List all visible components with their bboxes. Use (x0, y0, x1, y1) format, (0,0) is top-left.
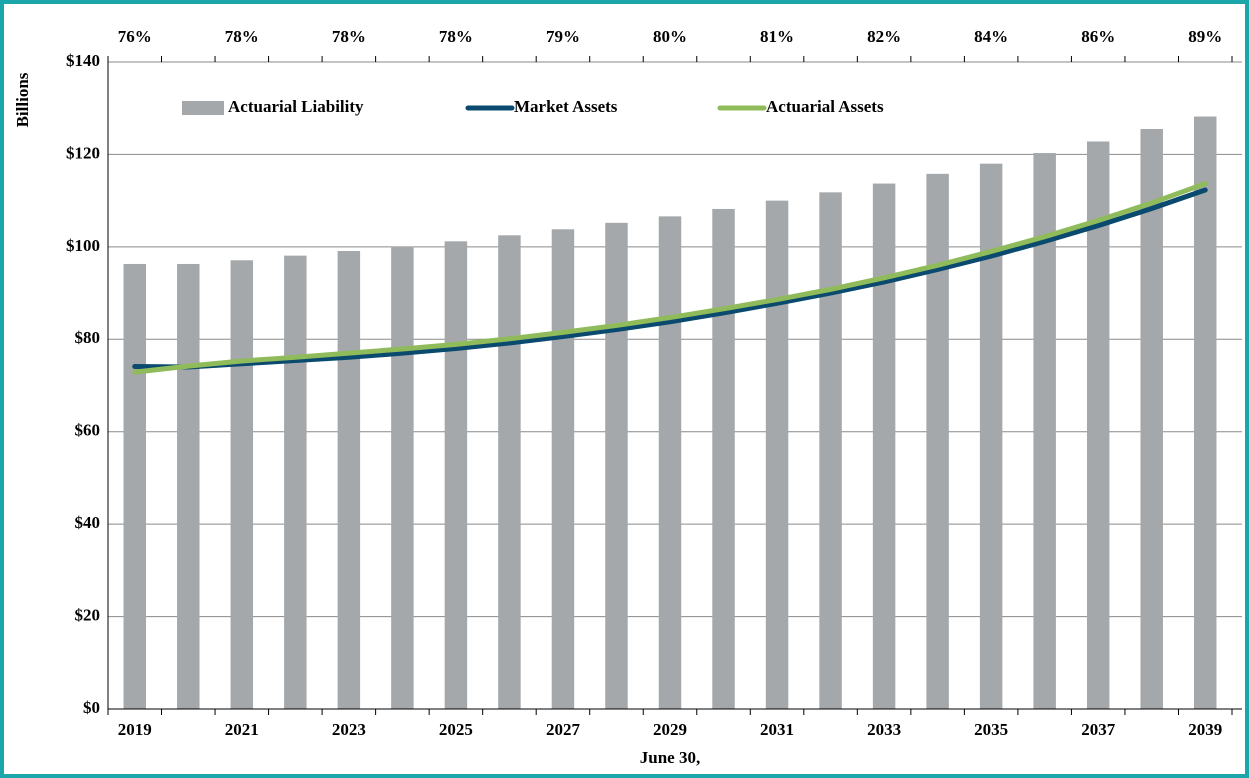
annotation: 76% (118, 27, 152, 46)
legend-label: Actuarial Assets (766, 97, 884, 116)
line (132, 187, 1208, 370)
bar (658, 216, 682, 709)
bar (1140, 129, 1163, 709)
bar (1033, 153, 1056, 710)
x-tick-label: 2039 (1188, 720, 1222, 739)
y-tick-label: $100 (66, 236, 100, 255)
x-tick-label: 2029 (653, 720, 687, 739)
y-tick-label: $0 (83, 698, 100, 717)
bar (605, 222, 628, 709)
legend-label: Actuarial Liability (228, 97, 364, 116)
annotation: 82% (867, 27, 901, 46)
bar (230, 260, 254, 709)
x-tick-label: 2033 (867, 720, 901, 739)
bar (551, 229, 575, 709)
bar (712, 208, 735, 709)
y-tick-label: $80 (75, 328, 101, 347)
y-tick-label: $120 (66, 143, 100, 162)
y-tick-label: $40 (75, 513, 101, 532)
bar (1193, 116, 1217, 710)
bar (123, 263, 147, 709)
y-tick-label: $60 (75, 421, 101, 440)
x-tick-label: 2037 (1081, 720, 1116, 739)
bar (444, 241, 468, 709)
x-tick-label: 2035 (974, 720, 1008, 739)
legend-swatch (182, 101, 224, 115)
bar (765, 200, 789, 709)
bar (284, 255, 307, 709)
annotation: 86% (1081, 27, 1115, 46)
bar (979, 163, 1003, 709)
x-tick-label: 2027 (546, 720, 581, 739)
legend-label: Market Assets (514, 97, 618, 116)
bar (872, 183, 896, 709)
y-axis-label: Billions (13, 72, 32, 127)
line (132, 181, 1208, 375)
annotation: 79% (546, 27, 580, 46)
bar (498, 235, 521, 709)
y-tick-label: $140 (66, 51, 100, 70)
annotation: 78% (439, 27, 473, 46)
annotation: 80% (653, 27, 687, 46)
x-axis-label: June 30, (640, 748, 700, 767)
annotation: 89% (1188, 27, 1222, 46)
annotation: 78% (225, 27, 259, 46)
annotation: 81% (760, 27, 794, 46)
bar (337, 251, 361, 710)
x-tick-label: 2031 (760, 720, 794, 739)
y-tick-label: $20 (75, 605, 101, 624)
bar (391, 246, 414, 709)
x-tick-label: 2023 (332, 720, 366, 739)
bar (819, 192, 842, 709)
annotation: 84% (974, 27, 1008, 46)
x-tick-label: 2025 (439, 720, 473, 739)
bar (926, 173, 949, 710)
bar (1086, 141, 1110, 709)
x-tick-label: 2021 (225, 720, 259, 739)
bar (177, 263, 200, 709)
x-tick-label: 2019 (118, 720, 152, 739)
annotation: 78% (332, 27, 366, 46)
